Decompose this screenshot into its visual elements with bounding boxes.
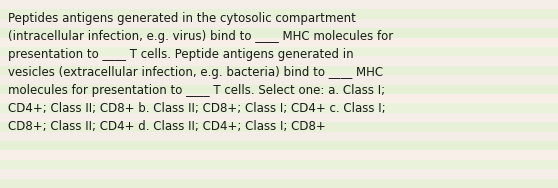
Bar [0, 9, 558, 19]
Bar [0, 113, 558, 122]
Bar [0, 38, 558, 47]
Text: Peptides antigens generated in the cytosolic compartment
(intracellular infectio: Peptides antigens generated in the cytos… [8, 12, 393, 133]
Bar [0, 47, 558, 56]
Bar [0, 141, 558, 150]
Bar [0, 75, 558, 85]
Bar [0, 150, 558, 160]
Bar [0, 19, 558, 28]
Bar [0, 56, 558, 66]
Bar [0, 94, 558, 103]
Bar [0, 0, 558, 9]
Bar [0, 122, 558, 132]
Bar [0, 66, 558, 75]
Bar [0, 179, 558, 188]
Bar [0, 132, 558, 141]
Bar [0, 28, 558, 38]
Bar [0, 85, 558, 94]
Bar [0, 169, 558, 179]
Bar [0, 103, 558, 113]
Bar [0, 160, 558, 169]
